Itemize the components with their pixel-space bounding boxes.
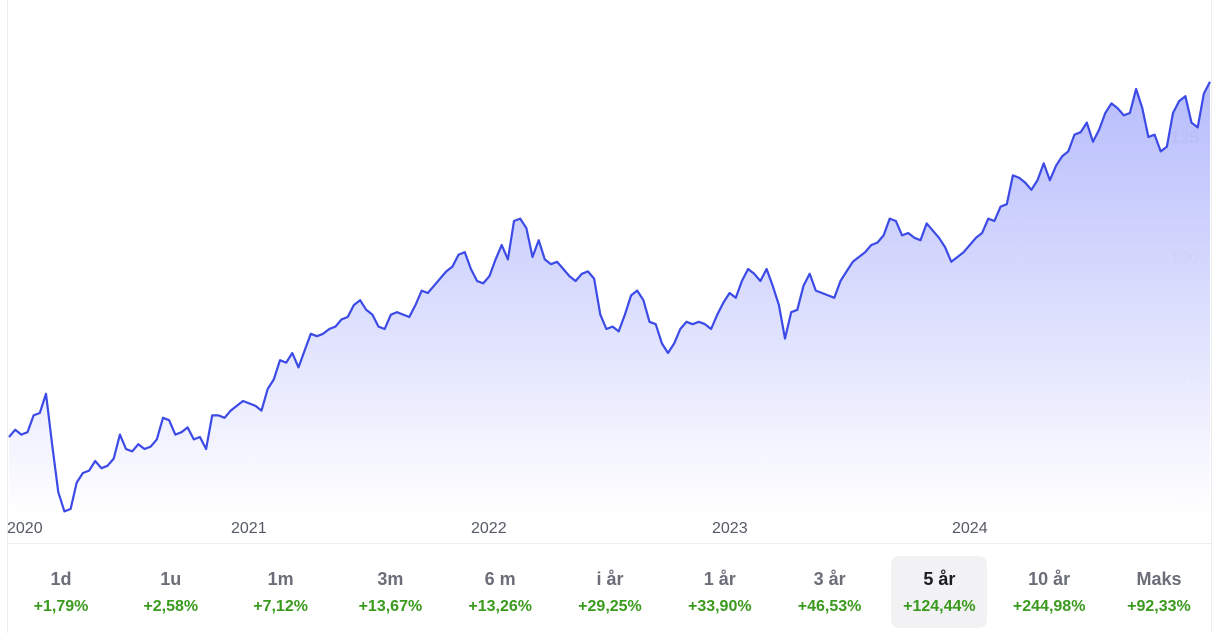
period-6m[interactable]: 6 m +13,26%	[452, 556, 548, 628]
period-label: 1d	[50, 568, 72, 589]
period-change: +13,26%	[468, 597, 532, 615]
period-change: +13,67%	[358, 597, 423, 615]
period-change: +7,12%	[253, 597, 308, 615]
period-label: i år	[596, 568, 624, 589]
period-label: 6 m	[484, 568, 516, 589]
period-change: +244,98%	[1012, 597, 1086, 615]
x-tick-label: 2024	[952, 520, 988, 537]
period-3y[interactable]: 3 år +46,53%	[782, 556, 878, 628]
period-change: +33,90%	[687, 597, 752, 615]
period-10y[interactable]: 10 år +244,98%	[1001, 556, 1097, 628]
period-change: +1,79%	[33, 597, 89, 615]
period-selector: 1d +1,79% 1u +2,58% 1m +7,12% 3m +13,67%…	[13, 556, 1207, 628]
period-3m[interactable]: 3m +13,67%	[342, 556, 438, 628]
period-label: 5 år	[923, 568, 956, 589]
period-label: 10 år	[1028, 568, 1071, 589]
period-1y[interactable]: 1 år +33,90%	[672, 556, 768, 628]
period-label: 3 år	[813, 568, 846, 589]
period-1u[interactable]: 1u +2,58%	[123, 556, 219, 628]
chart-card	[7, 0, 1212, 633]
period-1m[interactable]: 1m +7,12%	[233, 556, 329, 628]
period-max[interactable]: Maks +92,33%	[1111, 556, 1207, 628]
period-label: 1 år	[703, 568, 736, 589]
period-label: 1m	[267, 568, 294, 589]
x-tick-label: 2020	[7, 520, 43, 537]
period-change: +124,44%	[903, 597, 976, 615]
period-label: 1u	[160, 568, 182, 589]
period-change: +29,25%	[578, 597, 642, 615]
divider	[8, 543, 1212, 544]
period-5y[interactable]: 5 år +124,44%	[891, 556, 988, 628]
x-tick-label: 2023	[712, 520, 748, 537]
period-label: 3m	[377, 568, 404, 589]
x-tick-label: 2022	[471, 520, 507, 537]
period-change: +46,53%	[797, 597, 862, 615]
period-1d[interactable]: 1d +1,79%	[13, 556, 109, 628]
period-change: +2,58%	[143, 597, 199, 615]
period-change: +92,33%	[1127, 597, 1191, 615]
period-label: Maks	[1136, 568, 1182, 589]
x-tick-label: 2021	[231, 520, 267, 537]
x-axis: 2020 2021 2022 2023 2024	[7, 520, 988, 537]
price-area-fill	[9, 81, 1210, 516]
price-series-line	[8, 81, 1211, 513]
period-ytd[interactable]: i år +29,25%	[562, 556, 658, 628]
